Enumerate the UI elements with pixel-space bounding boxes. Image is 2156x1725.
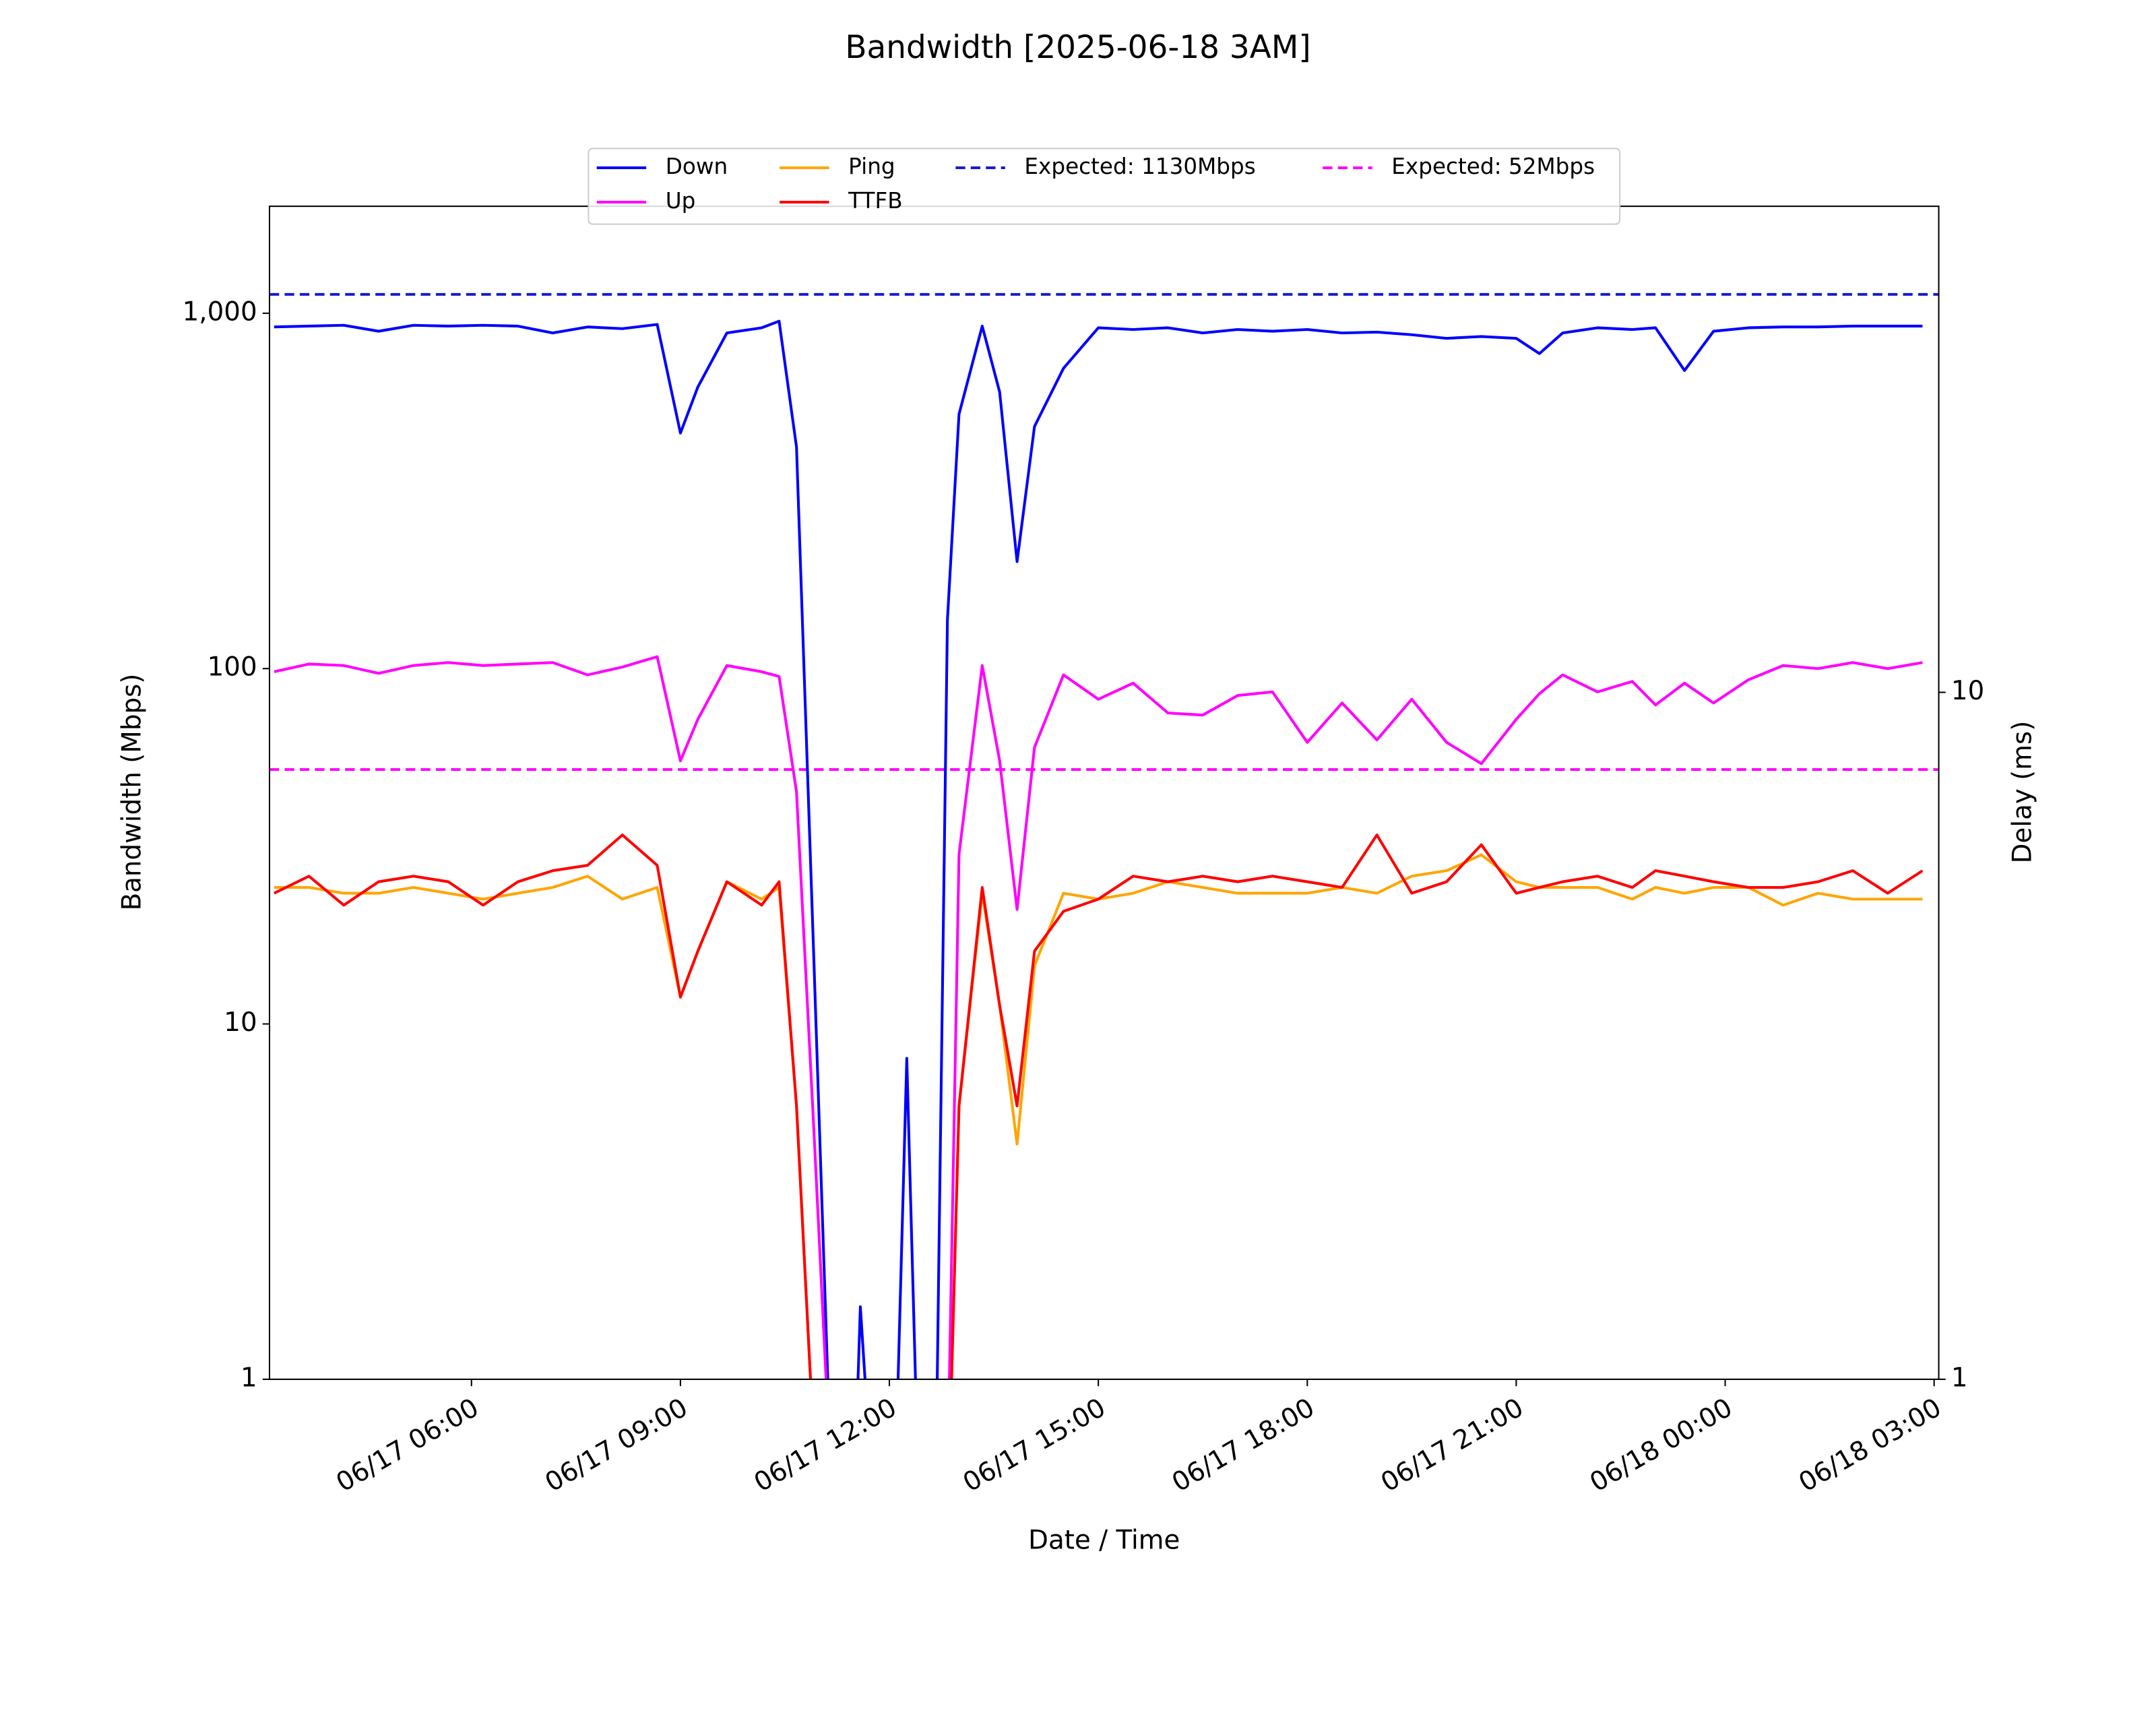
series-line [274,655,1923,1379]
plot-area [270,292,1939,1379]
legend-label: Expected: 1130Mbps [1024,154,1255,179]
y2-tick-label: 10 [1951,676,1984,706]
y-tick-label: 1,000 [183,296,257,327]
y-tick-label: 1 [241,1362,257,1393]
y-tick-label: 100 [208,652,257,683]
legend-label: Up [666,188,696,214]
legend-label: Ping [848,154,895,179]
legend-label: TTFB [848,188,902,214]
y-tick-label: 10 [224,1007,257,1038]
chart-title: Bandwidth [2025-06-18 3AM] [845,29,1310,66]
y-axis-label: Bandwidth (Mbps) [117,674,147,911]
series-line [274,834,1924,1379]
series-line [274,319,1923,1379]
y2-axis-label: Delay (ms) [2008,721,2038,864]
legend-label: Down [666,154,728,179]
x-axis-label: Date / Time [1028,1525,1180,1555]
legend: Down Up Ping TTFB Expected: 1130Mbps Expected… [588,148,1621,225]
y2-tick-label: 1 [1951,1362,1968,1393]
legend-label: Expected: 52Mbps [1391,154,1595,179]
